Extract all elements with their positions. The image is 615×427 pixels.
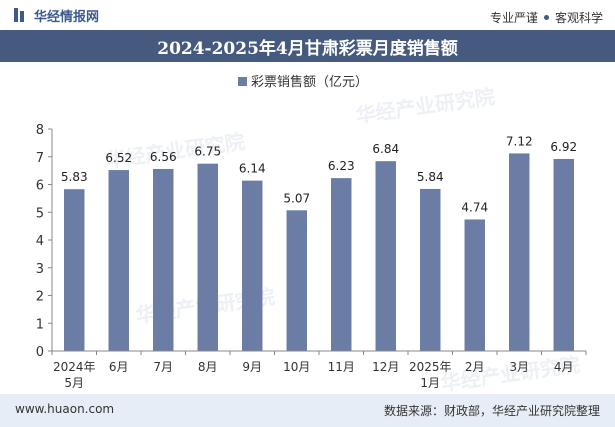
y-tick-label: 7 bbox=[36, 151, 44, 166]
y-tick-label: 2 bbox=[36, 290, 44, 305]
tagline-right: 客观科学 bbox=[554, 11, 603, 25]
bar bbox=[153, 168, 174, 351]
top-bar: 华经情报网 专业严谨 客观科学 bbox=[0, 0, 615, 30]
x-tick-label: 2025年 1月 bbox=[409, 360, 452, 390]
bar bbox=[331, 178, 352, 351]
bars: 5.83 6.52 6.56 6.75 6.14 5.07 6.23 6.84 5.84 4.74… bbox=[61, 134, 577, 351]
x-tick-label: 9月 bbox=[242, 360, 262, 374]
y-tick-label: 5 bbox=[36, 206, 44, 221]
data-label: 6.52 bbox=[105, 151, 132, 165]
y-tick-label: 3 bbox=[36, 262, 44, 277]
data-label: 6.75 bbox=[194, 145, 221, 159]
bar bbox=[464, 219, 485, 351]
data-label: 6.14 bbox=[239, 162, 266, 176]
data-label: 6.56 bbox=[150, 150, 177, 164]
data-label: 4.74 bbox=[461, 200, 488, 214]
x-tick-label: 11月 bbox=[328, 360, 355, 374]
x-tick-label: 7月 bbox=[153, 360, 173, 374]
data-label: 6.23 bbox=[328, 159, 355, 173]
dot-separator-icon bbox=[543, 15, 549, 20]
bar bbox=[108, 170, 129, 351]
bar bbox=[286, 210, 307, 351]
data-label: 6.84 bbox=[372, 142, 399, 156]
bar bbox=[375, 161, 396, 351]
x-tick-label: 8月 bbox=[198, 360, 218, 374]
legend-swatch bbox=[238, 77, 247, 86]
data-label: 6.92 bbox=[550, 140, 577, 154]
y-axis: 0 1 2 3 4 5 6 7 8 bbox=[36, 123, 53, 360]
bar bbox=[242, 180, 263, 351]
y-tick-label: 1 bbox=[36, 317, 44, 332]
x-tick-label: 10月 bbox=[283, 360, 310, 374]
x-tick-label: 3月 bbox=[509, 360, 529, 374]
title-bar: 2024-2025年4月甘肃彩票月度销售额 bbox=[0, 30, 615, 62]
data-label: 7.12 bbox=[506, 134, 533, 148]
x-axis: 2024年 5月 6月 7月 8月 9月 10月 11月 12月 2025年 1月 2月 3月 4月 bbox=[51, 350, 587, 390]
x-tick-label: 2024年 5月 bbox=[53, 360, 96, 390]
legend: 彩票销售额（亿元） bbox=[238, 74, 368, 90]
bar bbox=[197, 163, 218, 351]
logo-bars-icon bbox=[12, 8, 28, 22]
data-label: 5.07 bbox=[283, 191, 310, 205]
data-label: 5.83 bbox=[61, 170, 88, 184]
logo-text: 华经情报网 bbox=[34, 9, 100, 25]
logo[interactable]: 华经情报网 bbox=[12, 6, 100, 25]
data-source: 数据来源：财政部，华经产业研究院整理 bbox=[383, 404, 600, 418]
legend-label: 彩票销售额（亿元） bbox=[251, 74, 368, 90]
data-label: 5.84 bbox=[417, 170, 444, 184]
bar-chart: 彩票销售额（亿元） 0 1 2 3 4 5 6 7 8 5.83 6.52 6.56 6.75 6.14… bbox=[36, 74, 587, 390]
x-tick-label: 4月 bbox=[554, 360, 574, 374]
y-tick-label: 0 bbox=[36, 345, 44, 360]
y-tick-label: 4 bbox=[36, 234, 44, 249]
y-tick-label: 6 bbox=[36, 179, 44, 194]
bar bbox=[553, 158, 574, 351]
tagline: 专业严谨 客观科学 bbox=[490, 9, 603, 26]
y-tick-label: 8 bbox=[36, 123, 44, 138]
tagline-left: 专业严谨 bbox=[489, 11, 538, 25]
x-tick-label: 12月 bbox=[372, 360, 399, 374]
chart-title: 2024-2025年4月甘肃彩票月度销售额 bbox=[157, 38, 458, 59]
bar bbox=[64, 189, 85, 351]
bar bbox=[509, 153, 530, 351]
footer: www.huaon.com 数据来源：财政部，华经产业研究院整理 bbox=[0, 394, 615, 427]
x-tick-label: 6月 bbox=[109, 360, 129, 374]
bar bbox=[420, 188, 441, 351]
website-link[interactable]: www.huaon.com bbox=[15, 402, 115, 416]
x-tick-label: 2月 bbox=[465, 360, 485, 374]
